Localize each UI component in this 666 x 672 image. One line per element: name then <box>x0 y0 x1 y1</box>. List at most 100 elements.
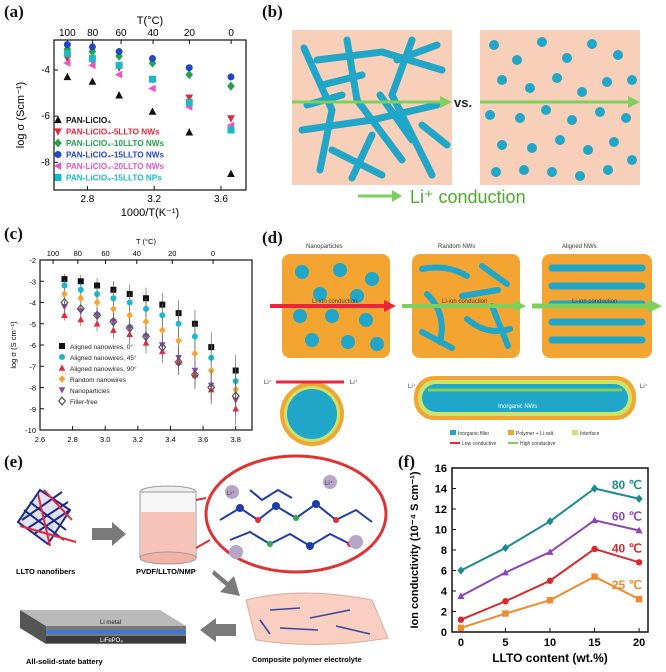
data-point <box>502 598 509 605</box>
data-point <box>207 382 216 393</box>
data-point <box>227 81 235 91</box>
legend-marker <box>54 128 62 136</box>
top-tick-label: 0 <box>228 28 234 39</box>
y-tick-label: 14 <box>435 484 448 496</box>
top-tick-label: 20 <box>184 28 196 39</box>
data-point <box>149 75 157 83</box>
data-point <box>126 311 133 320</box>
data-point <box>149 54 157 62</box>
series-line <box>460 487 640 572</box>
legend-label: PAN-LiClO₄-5LLTO NWs <box>66 128 160 137</box>
data-point <box>635 526 643 534</box>
battery-illustration <box>20 610 186 644</box>
legend-label: PAN-LiClO₄-20LLTO NWs <box>66 162 165 171</box>
conduction-label: Li⁺ conduction <box>410 187 526 207</box>
x-tick-label: 3.8 <box>230 435 240 444</box>
data-point <box>88 43 96 51</box>
data-point <box>501 543 509 553</box>
d-title-aligned: Aligned NWs <box>562 244 597 250</box>
data-point <box>110 304 117 313</box>
data-point <box>502 610 509 617</box>
data-point <box>143 305 149 312</box>
data-point <box>63 59 71 67</box>
data-point <box>148 84 156 93</box>
legend-label: Aligned nanowires, 45° <box>70 354 137 362</box>
y-tick-label: 12 <box>435 504 447 516</box>
data-point <box>142 317 150 326</box>
top-tick-label: 100 <box>59 28 76 39</box>
e-label-cpe: Composite polymer electrolyte <box>252 655 362 664</box>
data-point <box>141 331 151 342</box>
data-point <box>227 169 235 177</box>
svg-text:High conductive: High conductive <box>520 441 556 447</box>
top-axis-label: T(°C) <box>137 15 163 27</box>
d-li-left-1: Li⁺ <box>264 379 272 386</box>
y-tick-label: -8 <box>41 157 50 168</box>
e-li-metal: Li metal <box>100 620 121 626</box>
y-tick-label: -8 <box>29 384 36 393</box>
d-li-right-1: Li⁺ <box>350 379 358 386</box>
panel-label-f: (f) <box>398 452 415 471</box>
plot-frame <box>53 39 247 191</box>
molecular-zoom <box>204 454 388 574</box>
data-point <box>93 320 101 327</box>
panel-label-a: (a) <box>4 2 24 21</box>
data-point <box>174 357 183 367</box>
data-point <box>61 276 68 283</box>
data-point <box>185 70 194 80</box>
nanoparticles <box>485 37 637 181</box>
y-tick-label: -10 <box>25 426 36 435</box>
data-point <box>77 286 84 293</box>
data-point <box>159 312 166 319</box>
y-tick-label: -5 <box>29 320 36 329</box>
data-point <box>61 311 68 318</box>
data-point <box>77 315 85 323</box>
data-point <box>227 73 235 81</box>
e-label-nanofibers: LLTO nanofibers <box>16 567 75 576</box>
data-point <box>77 294 85 303</box>
legend-marker <box>57 396 67 406</box>
vs-text: vs. <box>454 95 472 110</box>
e-arrow-3 <box>200 618 236 642</box>
data-point <box>126 299 133 306</box>
data-point <box>591 516 599 524</box>
panel-label-e: (e) <box>4 452 23 471</box>
top-tick-label: 80 <box>87 28 99 39</box>
data-point <box>115 91 123 99</box>
data-point <box>63 44 72 54</box>
data-point <box>457 566 465 575</box>
d-inorganic-nws: Inorganic NWs <box>498 404 537 410</box>
legend-label: Aligned nanowires, 90° <box>70 365 137 373</box>
y-tick-label: -9 <box>29 405 36 414</box>
d-arrow-text-3: Li-ion conduction <box>572 299 617 305</box>
series-label: 40 ℃ <box>612 541 642 555</box>
d-random-nws <box>419 263 513 351</box>
data-point <box>94 282 101 289</box>
panel-b-schematic: vs. Li⁺ conduction <box>292 30 640 207</box>
panel-label-d: (d) <box>262 228 283 247</box>
data-point <box>190 369 200 380</box>
chart-f: 0 2 4 6 8 10 12 14 16 0 5 10 15 20 LLTO content (wt.%)… <box>409 463 649 665</box>
llto-nanofibers-illustration <box>16 488 77 547</box>
data-point <box>185 128 194 136</box>
data-point <box>110 295 117 302</box>
y-tick-label: -6 <box>41 111 50 122</box>
data-point <box>591 484 599 493</box>
data-point <box>546 517 554 526</box>
y-tick-label: -4 <box>29 299 36 308</box>
chart-c: 2.6 2.8 3.0 3.2 3.4 3.6 3.8 -2 -3 -4 -5 -6 -7 -8 -9 -10… <box>9 237 253 450</box>
data-point <box>175 320 182 327</box>
panel-label-b: (b) <box>262 2 283 21</box>
legend-label: Random nanowires <box>70 377 127 384</box>
data-point <box>88 61 96 70</box>
legend-marker <box>54 151 62 158</box>
data-point <box>185 94 194 102</box>
d-title-np: Nanoparticles <box>306 244 343 250</box>
x-tick-label: 2.8 <box>67 435 77 444</box>
data-point <box>546 597 554 604</box>
y-tick-label: 0 <box>441 627 447 639</box>
e-arrow-1 <box>92 522 126 546</box>
legend-label: Nanoparticles <box>70 388 110 395</box>
top-tick-label: 60 <box>115 28 127 39</box>
y-axis-label: log σ (S cm⁻¹) <box>9 321 18 369</box>
